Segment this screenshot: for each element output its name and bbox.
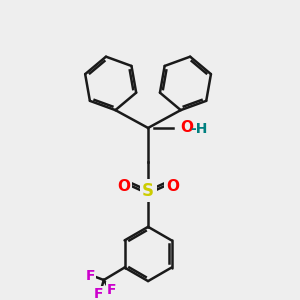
Text: O: O [180, 121, 193, 136]
Text: F: F [85, 269, 95, 283]
Text: O: O [117, 178, 130, 194]
Text: O: O [166, 178, 179, 194]
Text: S: S [142, 182, 154, 200]
Text: -H: -H [191, 122, 208, 136]
Text: F: F [107, 283, 116, 297]
Text: F: F [94, 286, 104, 300]
